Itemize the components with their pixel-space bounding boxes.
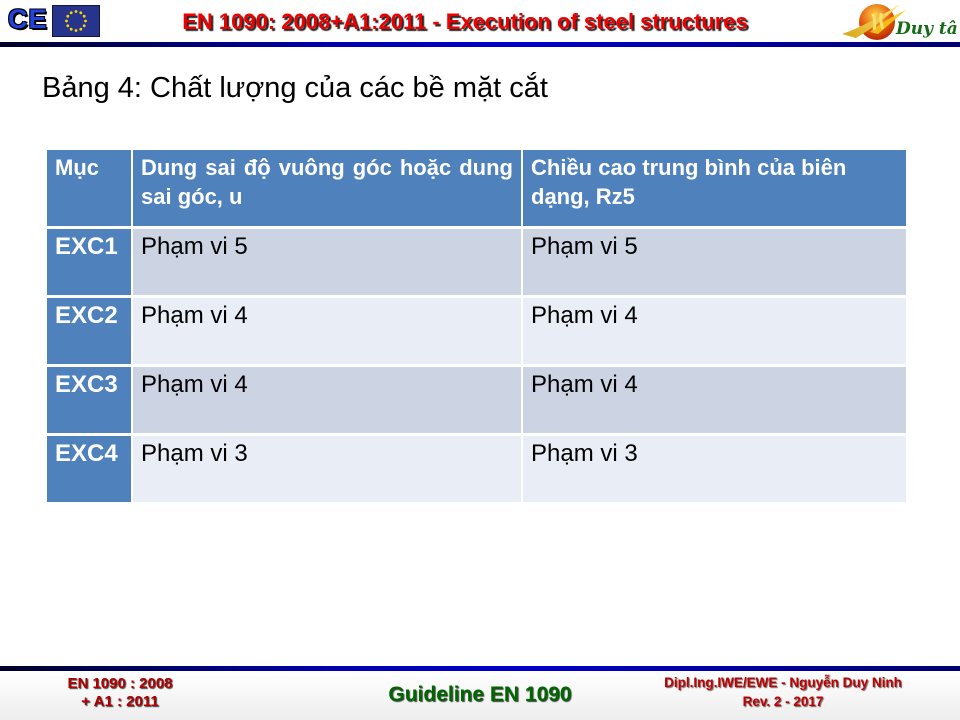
- table-row: EXC3 Phạm vi 4 Phạm vi 4: [47, 367, 908, 436]
- column-header-profile-height: Chiều cao trung bình của biên dạng, Rz5: [523, 150, 908, 229]
- column-header-tolerance: Dung sai độ vuông góc hoặc dung sai góc,…: [133, 150, 523, 229]
- document-title: EN 1090: 2008+A1:2011 - Execution of ste…: [182, 9, 748, 34]
- footer-divider: [0, 666, 960, 671]
- eu-flag-icon: [52, 5, 100, 37]
- exc-class-cell: EXC2: [47, 298, 133, 367]
- tolerance-cell: Phạm vi 4: [133, 298, 523, 367]
- profile-height-cell: Phạm vi 4: [523, 298, 908, 367]
- tolerance-cell: Phạm vi 5: [133, 229, 523, 298]
- footer-bar: EN 1090 : 2008 + A1 : 2011 Guideline EN …: [0, 671, 960, 720]
- tolerance-cell: Phạm vi 4: [133, 367, 523, 436]
- ce-marking-logo: CE: [8, 4, 48, 34]
- profile-height-cell: Phạm vi 3: [523, 436, 908, 505]
- table-row: EXC1 Phạm vi 5 Phạm vi 5: [47, 229, 908, 298]
- footer-guideline-label: Guideline EN 1090: [388, 683, 572, 706]
- header-divider: [0, 42, 960, 47]
- table-row: EXC2 Phạm vi 4 Phạm vi 4: [47, 298, 908, 367]
- column-header-muc: Mục: [47, 150, 133, 229]
- duy-tan-logo-text: Duy tân: [895, 19, 958, 39]
- footer-revision: Rev. 2 - 2017: [742, 694, 824, 709]
- exc-class-cell: EXC1: [47, 229, 133, 298]
- footer-standard-line2: + A1 : 2011: [81, 693, 159, 710]
- tolerance-cell: Phạm vi 3: [133, 436, 523, 505]
- footer-standard-reference: EN 1090 : 2008 + A1 : 2011: [30, 675, 210, 711]
- cut-surface-quality-table: Mục Dung sai độ vuông góc hoặc dung sai …: [47, 150, 908, 505]
- profile-height-cell: Phạm vi 4: [523, 367, 908, 436]
- exc-class-cell: EXC3: [47, 367, 133, 436]
- profile-height-cell: Phạm vi 5: [523, 229, 908, 298]
- exc-class-cell: EXC4: [47, 436, 133, 505]
- header-bar: CE EN 1090: 2008+A1:2011 - Execution of …: [0, 0, 960, 42]
- footer-standard-line1: EN 1090 : 2008: [67, 675, 173, 692]
- footer-author-block: Dipl.Ing.IWE/EWE - Nguyễn Duy Ninh Rev. …: [628, 673, 938, 711]
- slide-title: Bảng 4: Chất lượng của các bề mặt cắt: [42, 72, 548, 104]
- duy-tan-logo: Duy tân: [842, 4, 958, 40]
- table-row: EXC4 Phạm vi 3 Phạm vi 3: [47, 436, 908, 505]
- table-header-row: Mục Dung sai độ vuông góc hoặc dung sai …: [47, 150, 908, 229]
- footer-author-name: Dipl.Ing.IWE/EWE - Nguyễn Duy Ninh: [664, 675, 902, 690]
